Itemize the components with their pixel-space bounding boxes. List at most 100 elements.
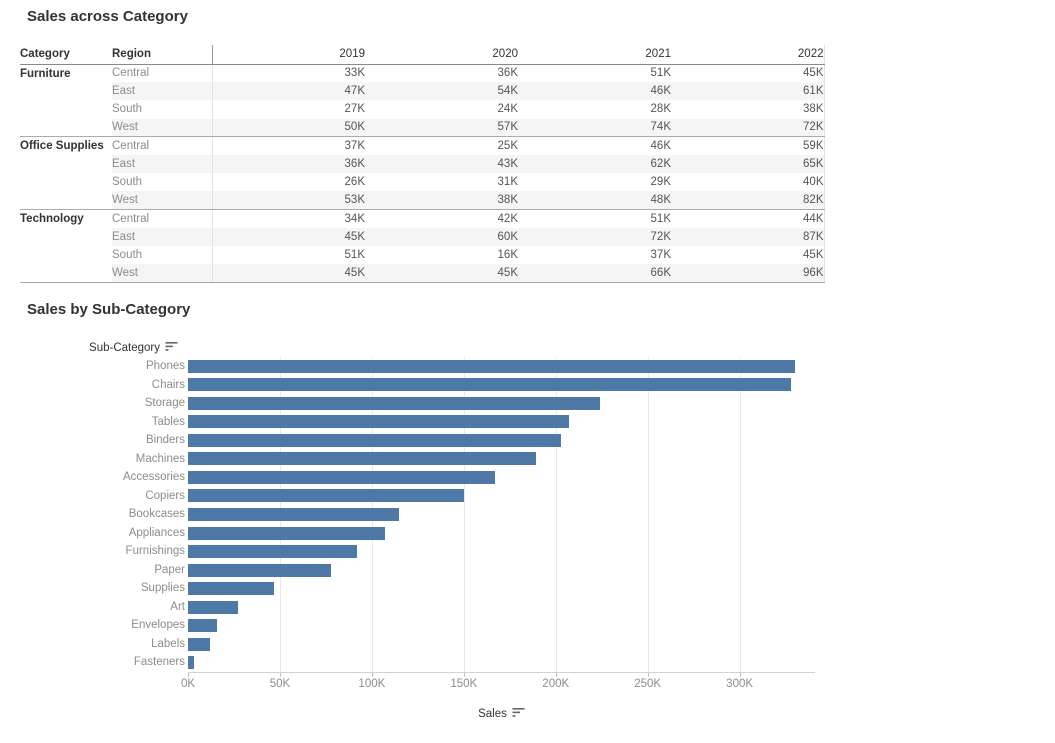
sales-bar[interactable] xyxy=(188,378,792,392)
bar-row-label[interactable]: Labels xyxy=(151,637,185,650)
region-row-header[interactable]: South xyxy=(112,173,213,192)
sales-value-cell[interactable]: 26K xyxy=(344,176,365,189)
sales-bar[interactable] xyxy=(188,526,385,540)
x-axis-title[interactable]: Sales xyxy=(188,707,815,721)
sales-value-cell[interactable]: 51K xyxy=(650,67,671,80)
bar-row-label[interactable]: Supplies xyxy=(140,582,185,595)
sales-value-cell[interactable]: 43K xyxy=(365,154,518,174)
sales-value-cell[interactable]: 44K xyxy=(671,209,825,228)
region-row-header[interactable]: South xyxy=(112,100,213,119)
region-row-header[interactable]: West xyxy=(112,264,213,283)
sales-value-cell[interactable]: 60K xyxy=(365,227,518,246)
sales-bar[interactable] xyxy=(188,637,211,651)
bar-row-label[interactable]: Binders xyxy=(146,434,185,447)
sales-value-cell[interactable]: 37K xyxy=(344,140,365,153)
sales-value-cell[interactable]: 96K xyxy=(671,264,825,283)
column-header-category[interactable]: Category xyxy=(20,45,112,65)
sales-value-cell[interactable]: 62K xyxy=(518,154,671,174)
column-header-2022[interactable]: 2022 xyxy=(671,45,825,65)
category-row-header[interactable]: Furniture xyxy=(20,64,112,138)
bar-row-label[interactable]: Phones xyxy=(145,360,185,372)
column-header-region[interactable]: Region xyxy=(112,45,213,65)
sales-value-cell[interactable]: 38K xyxy=(671,100,825,119)
sales-value-cell[interactable]: 47K xyxy=(212,82,365,101)
sales-value-cell[interactable]: 24K xyxy=(497,103,518,116)
sales-bar[interactable] xyxy=(188,359,795,373)
region-row-header[interactable]: Central xyxy=(112,136,213,155)
region-row-header[interactable]: South xyxy=(112,245,213,265)
sales-value-cell[interactable]: 38K xyxy=(365,191,518,211)
sales-bar[interactable] xyxy=(188,470,496,484)
bar-row-label[interactable]: Envelopes xyxy=(131,619,185,632)
sales-bar[interactable] xyxy=(188,656,194,670)
bar-row-label[interactable]: Tables xyxy=(151,415,185,428)
sales-value-cell[interactable]: 27K xyxy=(344,103,365,116)
sales-value-cell[interactable]: 54K xyxy=(365,82,518,101)
sales-value-cell[interactable]: 29K xyxy=(650,176,671,189)
sales-bar[interactable] xyxy=(188,619,218,633)
sales-value-cell[interactable]: 74K xyxy=(518,118,671,138)
sales-value-cell[interactable]: 82K xyxy=(671,191,825,211)
sales-value-cell[interactable]: 48K xyxy=(518,191,671,211)
sort-descending-icon[interactable] xyxy=(512,708,525,721)
sales-value-cell[interactable]: 65K xyxy=(671,154,825,174)
category-row-header[interactable]: Office Supplies xyxy=(20,136,112,210)
sales-value-cell[interactable]: 87K xyxy=(671,227,825,246)
column-header-2019[interactable]: 2019 xyxy=(212,45,365,65)
sales-value-cell[interactable]: 40K xyxy=(671,173,825,192)
sales-bar[interactable] xyxy=(188,508,400,521)
sales-value-cell[interactable]: 31K xyxy=(497,176,518,189)
sales-value-cell[interactable]: 16K xyxy=(497,248,518,261)
bar-row-label[interactable]: Chairs xyxy=(151,378,185,391)
category-row-header[interactable]: Technology xyxy=(20,209,112,283)
sales-value-cell[interactable]: 45K xyxy=(365,264,518,283)
sales-value-cell[interactable]: 50K xyxy=(212,118,365,138)
sales-value-cell[interactable]: 46K xyxy=(518,82,671,101)
sales-value-cell[interactable]: 25K xyxy=(497,140,518,153)
sales-value-cell[interactable]: 66K xyxy=(518,264,671,283)
sales-bar[interactable] xyxy=(188,396,600,410)
sales-value-cell[interactable]: 36K xyxy=(212,154,365,174)
sales-value-cell[interactable]: 51K xyxy=(344,248,365,261)
bar-row-label[interactable]: Machines xyxy=(135,452,185,465)
sales-value-cell[interactable]: 42K xyxy=(497,212,518,225)
region-row-header[interactable]: East xyxy=(112,154,213,174)
sales-value-cell[interactable]: 72K xyxy=(518,227,671,246)
sales-value-cell[interactable]: 36K xyxy=(497,67,518,80)
sales-value-cell[interactable]: 37K xyxy=(650,248,671,261)
sales-value-cell[interactable]: 61K xyxy=(671,82,825,101)
sales-value-cell[interactable]: 33K xyxy=(344,67,365,80)
bar-row-label[interactable]: Paper xyxy=(154,563,185,576)
bar-row-label[interactable]: Copiers xyxy=(145,489,185,502)
region-row-header[interactable]: West xyxy=(112,118,213,138)
sales-value-cell[interactable]: 34K xyxy=(344,212,365,225)
sales-value-cell[interactable]: 59K xyxy=(671,136,825,155)
bar-row-label[interactable]: Accessories xyxy=(123,471,185,484)
sales-bar[interactable] xyxy=(188,600,238,614)
sales-value-cell[interactable]: 46K xyxy=(650,140,671,153)
bar-row-label[interactable]: Bookcases xyxy=(128,508,185,521)
region-row-header[interactable]: West xyxy=(112,191,213,211)
region-row-header[interactable]: East xyxy=(112,82,213,101)
sales-bar[interactable] xyxy=(188,582,275,596)
sales-bar[interactable] xyxy=(188,415,569,429)
subcategory-field-header[interactable]: Sub-Category xyxy=(0,341,178,355)
sales-value-cell[interactable]: 45K xyxy=(671,64,825,83)
sales-bar[interactable] xyxy=(188,452,536,466)
sales-value-cell[interactable]: 72K xyxy=(671,118,825,138)
sales-value-cell[interactable]: 51K xyxy=(650,212,671,225)
bar-row-label[interactable]: Appliances xyxy=(128,526,185,539)
sales-bar[interactable] xyxy=(188,489,464,503)
region-row-header[interactable]: Central xyxy=(112,209,213,228)
sales-value-cell[interactable]: 45K xyxy=(671,245,825,265)
bar-row-label[interactable]: Fasteners xyxy=(133,656,185,669)
column-header-2020[interactable]: 2020 xyxy=(365,45,518,65)
region-row-header[interactable]: Central xyxy=(112,64,213,83)
sales-bar[interactable] xyxy=(188,433,562,447)
sales-value-cell[interactable]: 45K xyxy=(212,264,365,283)
region-row-header[interactable]: East xyxy=(112,227,213,246)
sales-bar[interactable] xyxy=(188,563,332,577)
bar-row-label[interactable]: Art xyxy=(170,600,185,613)
sales-value-cell[interactable]: 28K xyxy=(650,103,671,116)
sales-value-cell[interactable]: 53K xyxy=(212,191,365,211)
